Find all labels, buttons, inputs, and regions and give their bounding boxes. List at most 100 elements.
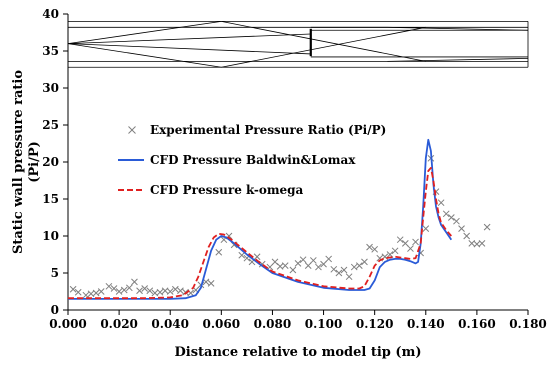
experimental-point: [325, 255, 333, 263]
marker-stroke: [125, 284, 133, 292]
experimental-point: [437, 199, 445, 207]
marker-stroke: [422, 225, 430, 232]
inset-line: [221, 21, 426, 62]
experimental-point: [309, 257, 317, 264]
experimental-point: [171, 285, 179, 293]
experimental-point: [74, 288, 82, 296]
experimental-point: [330, 265, 338, 273]
experimental-point: [453, 217, 460, 225]
marker-stroke: [171, 285, 179, 293]
marker-stroke: [202, 278, 210, 286]
marker-stroke: [82, 291, 90, 299]
marker-stroke: [386, 251, 394, 258]
marker-stroke: [442, 210, 450, 218]
marker-stroke: [340, 266, 348, 274]
marker-stroke: [115, 288, 123, 295]
x-tick-label: 0.120: [356, 317, 394, 331]
y-tick-label: 5: [51, 266, 59, 280]
marker-stroke: [458, 225, 465, 232]
inset-line: [67, 33, 311, 44]
y-tick-label: 20: [42, 155, 59, 169]
experimental-point: [166, 288, 174, 295]
experimental-point: [253, 253, 261, 261]
marker-stroke: [289, 266, 297, 274]
marker-stroke: [187, 289, 195, 297]
y-axis-title: Static wall pressure ratio (Pi/P): [11, 70, 42, 254]
marker-stroke: [304, 262, 312, 269]
marker-stroke: [207, 280, 215, 287]
x-axis-title: Distance relative to model tip (m): [175, 345, 422, 360]
marker-stroke: [281, 262, 289, 269]
marker-stroke: [463, 232, 471, 240]
marker-stroke: [120, 286, 128, 294]
y-tick-label: 0: [51, 303, 59, 317]
experimental-point: [215, 248, 223, 256]
experimental-point: [320, 260, 327, 268]
legend-marker: [128, 126, 136, 134]
marker-stroke: [478, 240, 486, 247]
marker-stroke: [271, 258, 279, 266]
inset-line: [67, 43, 311, 55]
x-tick-label: 0.080: [254, 317, 292, 331]
experimental-point: [447, 214, 455, 221]
experimental-point: [69, 285, 77, 293]
marker-stroke: [136, 287, 143, 295]
marker-stroke: [309, 257, 317, 264]
y-tick-label: 15: [42, 192, 59, 206]
experimental-point: [422, 225, 430, 232]
experimental-point: [177, 287, 184, 295]
experimental-point: [340, 266, 348, 274]
marker-stroke: [105, 282, 113, 290]
marker-stroke: [453, 217, 460, 225]
y-tick-label: 35: [42, 44, 59, 58]
experimental-point: [463, 232, 471, 240]
marker-stroke: [396, 236, 404, 244]
marker-stroke: [92, 289, 100, 297]
legend-label: CFD Pressure k-omega: [150, 183, 304, 197]
x-tick-label: 0.020: [100, 317, 138, 331]
experimental-point: [289, 266, 297, 274]
baldwin-lomax-line: [68, 138, 453, 300]
marker-stroke: [335, 269, 343, 277]
marker-stroke: [391, 247, 399, 255]
axes: 0.000 0.020 0.040 0.060 0.080 0.100 0.120 0.140…: [42, 7, 546, 331]
experimental-point: [141, 285, 149, 292]
marker-stroke: [366, 243, 373, 251]
experimental-point: [315, 263, 322, 271]
marker-stroke: [407, 245, 414, 252]
experimental-point: [401, 240, 409, 247]
experimental-point: [458, 225, 465, 232]
plot-background: [68, 14, 528, 310]
marker-stroke: [401, 240, 409, 247]
x-tick-label: 0.060: [203, 317, 241, 331]
experimental-point: [442, 210, 450, 218]
marker-stroke: [447, 214, 455, 221]
marker-stroke: [437, 199, 445, 207]
legend-label: CFD Pressure Baldwin&Lomax: [150, 153, 356, 167]
experimental-point: [105, 282, 113, 290]
inset-line: [221, 26, 426, 68]
experimental-point: [92, 289, 100, 297]
inset-line: [387, 26, 529, 31]
marker-stroke: [141, 285, 149, 292]
experimental-point: [294, 260, 302, 267]
experimental-point: [355, 262, 363, 269]
marker-stroke: [238, 251, 246, 259]
marker-stroke: [320, 260, 327, 268]
marker-stroke: [146, 287, 154, 295]
marker-stroke: [325, 255, 333, 263]
y-axis-title-line-2: (Pi/P): [27, 141, 42, 183]
experimental-point: [361, 258, 368, 266]
experimental-point: [483, 223, 491, 231]
marker-stroke: [74, 288, 82, 296]
series-layer: [68, 138, 491, 300]
legend: Experimental Pressure Ratio (Pi/P) CFD Pr…: [118, 123, 386, 197]
x-tick-label: 0.180: [509, 317, 547, 331]
experimental-point: [156, 288, 164, 296]
y-tick-label: 25: [42, 118, 59, 132]
experimental-point: [120, 286, 128, 294]
experimental-point: [407, 245, 414, 252]
y-tick-label: 40: [42, 7, 59, 21]
geometry-inset: [67, 20, 529, 68]
experimental-point: [125, 284, 133, 292]
